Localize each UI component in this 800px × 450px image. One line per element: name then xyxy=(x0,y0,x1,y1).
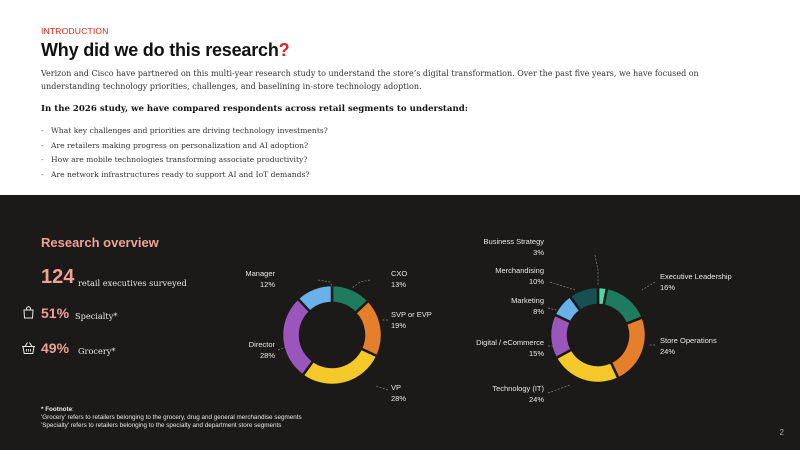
label-leader-lines xyxy=(277,254,656,394)
slice-value: 10% xyxy=(528,277,544,286)
question-text: How are mobile technologies transforming… xyxy=(51,155,308,164)
slice-name: Executive Leadership xyxy=(660,272,732,281)
slice-value: 13% xyxy=(391,280,407,289)
slice-label-store-operations: Store Operations 24% xyxy=(660,335,717,357)
slice-name: Technology (IT) xyxy=(492,384,544,393)
footnote-title: * Footnote xyxy=(41,406,73,413)
list-item: - What key challenges and priorities are … xyxy=(41,125,328,140)
bullet-marker: - xyxy=(41,169,44,179)
leader-line xyxy=(277,345,289,351)
slice-value: 8% xyxy=(533,307,544,316)
bullet-marker: - xyxy=(41,140,44,150)
slice-label-marketing: Marketing 8% xyxy=(474,295,544,317)
slice-value: 3% xyxy=(533,248,544,257)
donut-slice-manager xyxy=(296,283,334,314)
slice-label-executive-leadership: Executive Leadership 16% xyxy=(660,271,732,293)
slice-name: CXO xyxy=(391,269,408,278)
slice-label-merchandising: Merchandising 10% xyxy=(464,265,544,287)
slice-label-director: Director 28% xyxy=(226,339,275,361)
slice-label-manager: Manager 12% xyxy=(226,268,275,290)
slice-value: 24% xyxy=(528,395,544,404)
page-title-mark: ? xyxy=(278,40,290,60)
grocery-share-label: Grocery* xyxy=(78,346,116,356)
question-text: Are retailers making progress on persona… xyxy=(51,140,309,150)
footnote-title-suffix: : xyxy=(72,406,74,413)
slice-value: 16% xyxy=(660,283,676,292)
donut-slice-svp-or-evp xyxy=(353,299,384,358)
function-donut xyxy=(548,285,648,385)
donut-slice-technology-it xyxy=(554,347,621,385)
leader-line xyxy=(351,279,371,289)
research-questions: - What key challenges and priorities are … xyxy=(41,125,328,183)
study-lead: In the 2026 study, we have compared resp… xyxy=(41,104,468,114)
specialty-share-value: 51% xyxy=(41,305,70,321)
slice-name: Store Operations xyxy=(660,336,717,345)
slice-value: 19% xyxy=(391,321,407,330)
slice-label-digital-ecommerce: Digital / eCommerce 15% xyxy=(444,337,544,359)
total-respondents-label: retail executives surveyed xyxy=(78,278,187,288)
total-respondents-value: 124 xyxy=(41,266,75,288)
intro-panel: INTRODUCTION Why did we do this research… xyxy=(0,0,800,195)
slice-name: Director xyxy=(248,340,275,349)
footnote-line: 'Specialty' refers to retailers belongin… xyxy=(41,422,282,429)
slice-label-svp: SVP or EVP 19% xyxy=(391,309,432,331)
slice-label-vp: VP 28% xyxy=(391,382,406,404)
slice-name: Business Strategy xyxy=(483,237,544,246)
leader-line xyxy=(549,281,576,291)
shopping-basket-icon xyxy=(22,342,35,354)
page-title: Why did we do this research? xyxy=(41,40,290,61)
list-item: - How are mobile technologies transformin… xyxy=(41,154,328,169)
slice-name: Digital / eCommerce xyxy=(476,338,544,347)
list-item: - Are network infrastructures ready to su… xyxy=(41,169,328,184)
bullet-marker: - xyxy=(41,155,44,164)
slice-name: Manager xyxy=(245,269,275,278)
slice-value: 28% xyxy=(391,394,407,403)
slice-label-technology: Technology (IT) 24% xyxy=(454,383,544,405)
slice-label-cxo: CXO 13% xyxy=(391,268,407,290)
question-text: Are network infrastructures ready to sup… xyxy=(51,169,310,179)
slice-name: Merchandising xyxy=(495,266,544,275)
slice-name: Marketing xyxy=(511,296,544,305)
seniority-donut xyxy=(280,283,384,387)
donut-slice-merchandising xyxy=(568,285,600,313)
overview-panel xyxy=(0,195,800,450)
list-item: - Are retailers making progress on person… xyxy=(41,140,328,155)
leader-line xyxy=(317,279,333,287)
slice-label-business-strategy: Business Strategy 3% xyxy=(454,236,544,258)
grocery-share-value: 49% xyxy=(41,340,70,356)
page-title-text: Why did we do this research xyxy=(41,40,279,60)
slice-value: 15% xyxy=(528,349,544,358)
slice-name: SVP or EVP xyxy=(391,310,432,319)
footnote: * Footnote: 'Grocery' refers to retailer… xyxy=(41,406,302,430)
donut-slice-store-operations xyxy=(609,315,648,381)
page-number: 2 xyxy=(779,428,784,437)
overview-title: Research overview xyxy=(41,235,159,250)
leader-line xyxy=(641,281,656,291)
bullet-marker: - xyxy=(41,126,44,135)
leader-line xyxy=(547,307,557,311)
shopping-bag-icon xyxy=(23,306,34,319)
donut-slice-vp xyxy=(300,346,379,387)
slice-value: 12% xyxy=(259,280,275,289)
slice-value: 24% xyxy=(660,347,676,356)
leader-line xyxy=(375,385,389,391)
slice-value: 28% xyxy=(259,351,275,360)
leader-line xyxy=(594,254,599,285)
specialty-share-label: Specialty* xyxy=(75,311,118,321)
intro-paragraph: Verizon and Cisco have partnered on this… xyxy=(41,69,699,91)
slice-name: VP xyxy=(391,383,402,392)
leader-line xyxy=(547,384,571,394)
footnote-line: 'Grocery' refers to retailers belonging … xyxy=(41,414,302,421)
question-text: What key challenges and priorities are d… xyxy=(51,126,328,135)
section-eyebrow: INTRODUCTION xyxy=(41,26,109,36)
